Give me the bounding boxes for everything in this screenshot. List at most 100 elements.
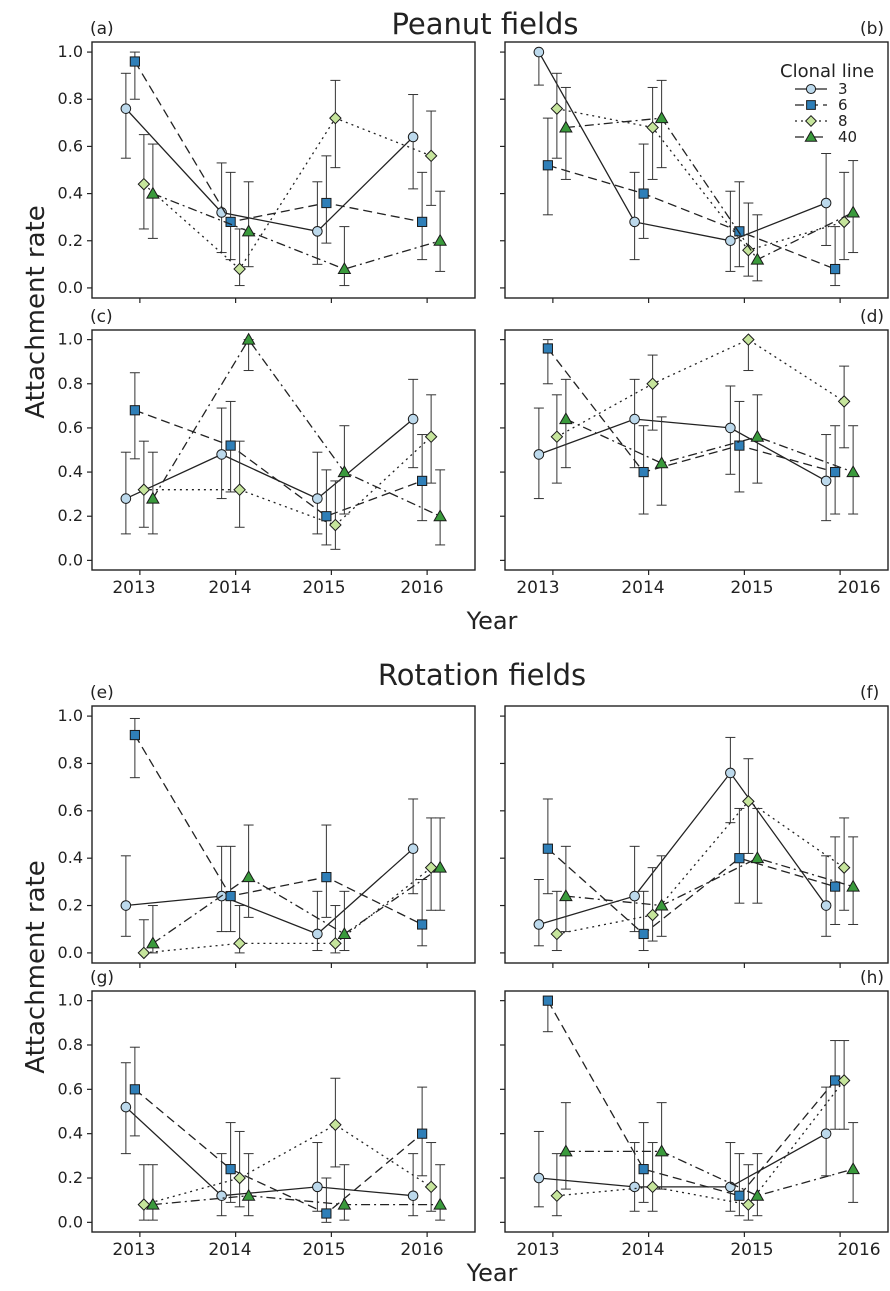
series-3-point — [121, 494, 131, 504]
x-tick-label: 2016 — [400, 1240, 443, 1260]
series-6-point — [639, 929, 648, 938]
series-8-point — [647, 122, 658, 133]
series-3-point — [726, 768, 736, 778]
series-3-point — [821, 901, 831, 911]
series-6-point — [831, 467, 840, 476]
y-axis-label: Attachment rate — [21, 860, 51, 1074]
series-6-point — [130, 730, 139, 739]
series-6-point — [130, 57, 139, 66]
series-40-point — [751, 1190, 763, 1201]
panel-h: (h)2013 2014 2015 2016 — [500, 968, 888, 1260]
x-tick-label: 2016 — [837, 1240, 880, 1260]
series-3-line — [126, 109, 413, 232]
panel-label: (d) — [860, 307, 884, 327]
series-40-point — [243, 334, 255, 345]
series-8-point — [647, 378, 658, 389]
y-tick-label: 0.0 — [58, 550, 83, 569]
series-40-point — [243, 225, 255, 236]
x-axis-label: Year — [466, 607, 518, 635]
series-40-point — [847, 466, 859, 477]
y-tick-label: 0.8 — [58, 1035, 83, 1054]
panel-label: (f) — [860, 683, 879, 703]
series-3-point — [313, 227, 323, 237]
series-6-point — [418, 1129, 427, 1138]
legend-title: Clonal line — [780, 61, 874, 82]
series-8-point — [138, 179, 149, 190]
series-3-point — [121, 901, 131, 911]
series-6-line — [548, 849, 835, 934]
series-40-point — [434, 235, 446, 246]
series-8-point — [234, 938, 245, 949]
x-tick-label: 2013 — [516, 1240, 559, 1260]
panel-label: (e) — [90, 683, 114, 703]
series-8-line — [144, 118, 431, 269]
series-6-point — [735, 1191, 744, 1200]
x-axis-label: Year — [466, 1259, 518, 1287]
series-8-point — [330, 113, 341, 124]
series-6-point — [130, 1085, 139, 1094]
series-3-line — [539, 773, 826, 925]
series-6-point — [639, 189, 648, 198]
section-title: Rotation fields — [378, 658, 586, 692]
series-3-line — [126, 849, 413, 934]
series-3-point — [534, 1173, 544, 1183]
series-40-point — [751, 431, 763, 442]
series-8-point — [234, 263, 245, 274]
x-tick-label: 2014 — [621, 1240, 664, 1260]
series-8-line — [144, 868, 431, 953]
y-tick-label: 0.8 — [58, 753, 83, 772]
y-tick-label: 1.0 — [58, 42, 83, 61]
series-6-point — [639, 1165, 648, 1174]
x-tick-label: 2015 — [730, 1240, 773, 1260]
series-3-point — [408, 132, 418, 142]
y-tick-label: 1.0 — [58, 706, 83, 725]
y-tick-label: 1.0 — [58, 991, 83, 1010]
series-8-point — [839, 396, 850, 407]
series-3-point — [534, 920, 544, 930]
x-tick-label: 2013 — [112, 578, 155, 598]
legend-marker — [806, 116, 817, 127]
legend-marker — [805, 131, 816, 141]
y-tick-label: 1.0 — [58, 330, 83, 349]
series-40-line — [566, 1151, 853, 1195]
panel-d: (d)2013 2014 2015 2016 — [500, 307, 888, 598]
series-6-point — [418, 476, 427, 485]
series-8-line — [557, 801, 844, 934]
series-40-point — [656, 900, 668, 911]
series-6-point — [322, 198, 331, 207]
series-6-point — [226, 217, 235, 226]
series-40-point — [560, 1145, 572, 1156]
series-3-line — [126, 419, 413, 499]
x-tick-label: 2015 — [302, 578, 345, 598]
series-40-line — [153, 194, 440, 270]
x-tick-label: 2014 — [208, 1240, 251, 1260]
series-3-line — [539, 419, 826, 481]
series-8-point — [234, 484, 245, 495]
series-3-point — [821, 198, 831, 208]
series-3-point — [408, 414, 418, 424]
series-6-point — [543, 844, 552, 853]
y-tick-label: 0.0 — [58, 1212, 83, 1231]
series-6-point — [831, 264, 840, 273]
series-6-point — [418, 217, 427, 226]
series-6-point — [543, 344, 552, 353]
series-8-point — [138, 484, 149, 495]
series-3-point — [313, 929, 323, 939]
y-tick-label: 0.6 — [58, 801, 83, 820]
y-tick-label: 0.6 — [58, 1079, 83, 1098]
series-6-point — [543, 996, 552, 1005]
series-3-point — [313, 494, 323, 504]
x-tick-label: 2015 — [730, 578, 773, 598]
x-tick-label: 2014 — [208, 578, 251, 598]
panel-a: (a)0.00.20.40.60.81.0 — [58, 19, 475, 303]
series-40-point — [338, 466, 350, 477]
panel-g: (g)0.00.20.40.60.81.02013 2014 2015 2016 — [58, 968, 475, 1260]
series-40-point — [243, 1190, 255, 1201]
series-3-point — [121, 104, 131, 114]
panel-c: (c)0.00.20.40.60.81.02013 2014 2015 2016 — [58, 307, 475, 598]
x-tick-label: 2016 — [837, 578, 880, 598]
y-tick-label: 0.2 — [58, 231, 83, 250]
y-tick-label: 0.8 — [58, 374, 83, 393]
series-40-point — [847, 206, 859, 217]
